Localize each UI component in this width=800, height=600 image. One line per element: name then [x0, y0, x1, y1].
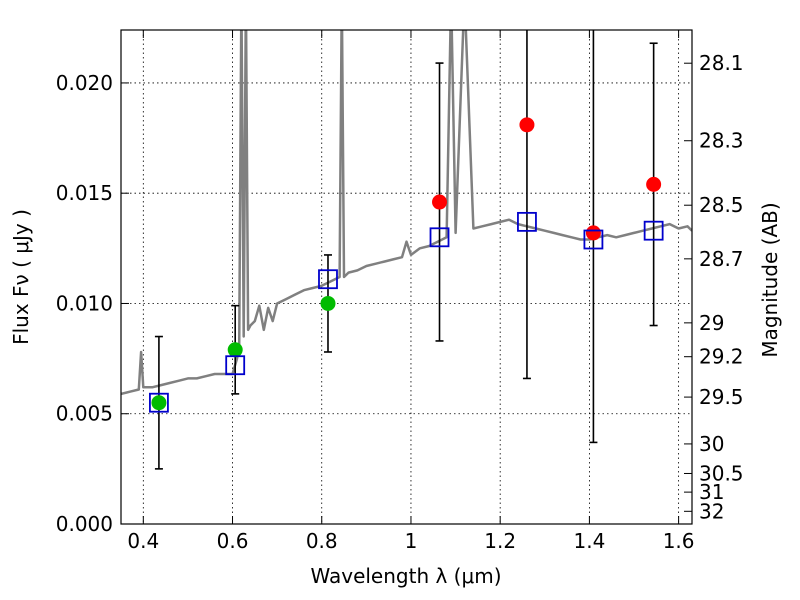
spectrum-line — [121, 30, 692, 396]
x-axis-label: Wavelength λ (μm) — [310, 564, 501, 588]
observed-point-red — [519, 117, 535, 133]
point-layer — [151, 117, 662, 411]
x-tick-label: 1.2 — [484, 529, 516, 553]
observed-point-green — [320, 295, 336, 311]
spectrum-layer — [121, 30, 692, 396]
y-tick-label: 0.020 — [56, 71, 113, 95]
model-layer — [149, 211, 664, 413]
model-point — [517, 211, 537, 232]
x-tick-label: 0.4 — [127, 529, 159, 553]
x-tick-label: 0.6 — [217, 529, 249, 553]
x-tick-label: 0.8 — [306, 529, 338, 553]
x-tick-labels: 0.4 0.6 0.8 1 1.2 1.4 1.6 — [127, 529, 694, 553]
magnitude-tick-label: 28.1 — [699, 51, 744, 75]
observed-point-red — [585, 225, 601, 241]
magnitude-tick-label: 28.7 — [699, 247, 744, 271]
observed-point-green — [227, 342, 243, 358]
model-point — [583, 229, 604, 250]
model-point — [643, 220, 664, 241]
x-tick-label: 1 — [405, 529, 418, 553]
plot-frame — [120, 29, 693, 525]
observed-point-red — [432, 194, 448, 210]
magnitude-tick-label: 32 — [699, 499, 724, 523]
magnitude-tick-label: 31 — [699, 480, 724, 504]
x-tick-label: 1.6 — [663, 529, 695, 553]
magnitude-tick-label: 28.5 — [699, 193, 744, 217]
magnitude-tick-label: 29 — [699, 311, 724, 335]
magnitude-tick-label: 30.5 — [699, 461, 744, 485]
observed-point-green — [151, 395, 167, 411]
model-point — [149, 392, 169, 413]
axis-ticks — [121, 30, 692, 525]
magnitude-tick-label: 30 — [699, 432, 724, 456]
magnitude-tick-label: 28.3 — [699, 129, 744, 153]
y-tick-label: 0.010 — [56, 291, 113, 315]
y-axis-label: Flux Fν ( μJy ) — [9, 209, 33, 345]
y-tick-label: 0.000 — [56, 512, 113, 536]
y-tick-label: 0.005 — [56, 402, 113, 426]
y-tick-labels: 0.000 0.005 0.010 0.015 0.020 — [56, 71, 113, 536]
magnitude-tick-label: 29.5 — [699, 385, 744, 409]
magnitude-axis-label: Magnitude (AB) — [758, 202, 782, 357]
model-point — [429, 227, 450, 248]
y-tick-label: 0.015 — [56, 181, 113, 205]
observed-point-red — [646, 176, 662, 192]
plot-background — [121, 30, 692, 524]
model-point — [225, 355, 246, 376]
magnitude-tick-label: 29.2 — [699, 345, 744, 369]
x-tick-label: 1.4 — [573, 529, 605, 553]
model-point — [318, 269, 338, 290]
